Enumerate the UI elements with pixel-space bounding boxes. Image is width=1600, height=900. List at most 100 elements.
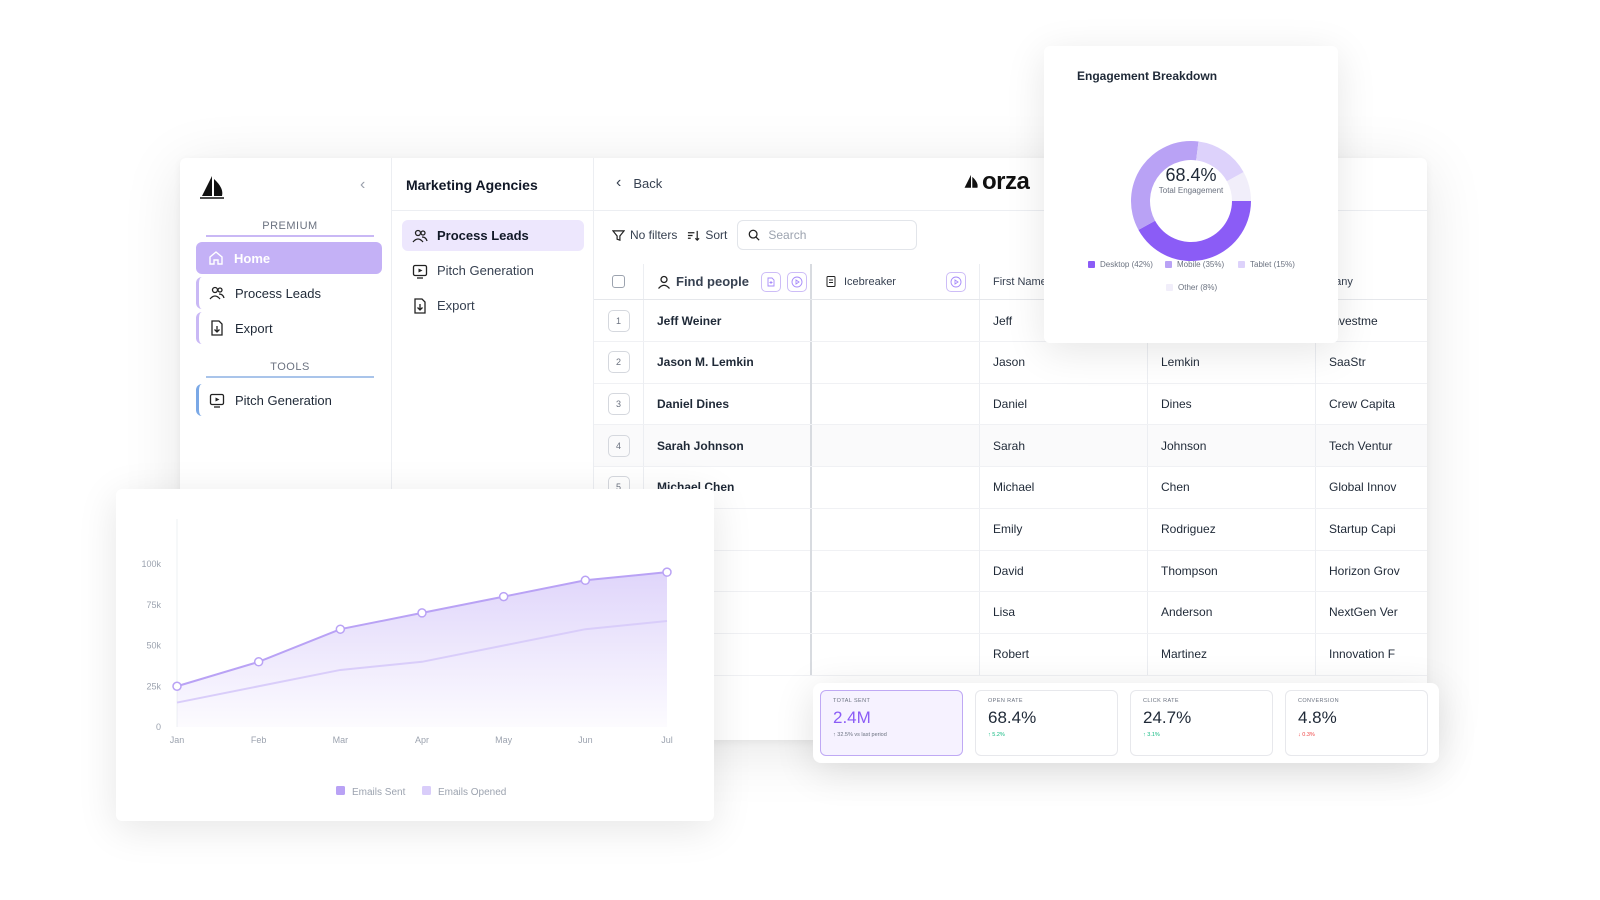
stat-card-total-sent[interactable]: TOTAL SENT 2.4M ↑ 32.5% vs last period xyxy=(820,690,963,756)
sort-label: Sort xyxy=(705,228,728,242)
last-name-cell[interactable]: Thompson xyxy=(1148,550,1316,592)
first-name-cell[interactable]: Sarah xyxy=(980,425,1148,467)
column-header-find-people[interactable]: Find people xyxy=(644,264,812,299)
stat-card-conversion[interactable]: CONVERSION 4.8% ↓ 0.3% xyxy=(1285,690,1428,756)
company-cell[interactable]: Startup Capi xyxy=(1316,509,1427,550)
company-cell[interactable]: NextGen Ver xyxy=(1316,592,1427,633)
icebreaker-cell[interactable] xyxy=(812,508,980,550)
icebreaker-cell[interactable] xyxy=(812,466,980,508)
icebreaker-cell[interactable] xyxy=(812,425,980,467)
company-cell[interactable]: Global Innov xyxy=(1316,467,1427,508)
sidebar-item-home[interactable]: Home xyxy=(196,242,382,274)
company-cell[interactable]: Horizon Grov xyxy=(1316,550,1427,591)
last-name-cell[interactable]: Martinez xyxy=(1148,633,1316,675)
sidebar-item-label: Process Leads xyxy=(235,285,321,301)
row-number-cell[interactable]: 4 xyxy=(594,425,644,467)
x-tick-label: May xyxy=(495,735,513,745)
emails-sent-point xyxy=(662,567,672,577)
table-row[interactable]: nezRobertMartinezInnovation F xyxy=(594,633,1427,676)
last-name-cell[interactable]: Lemkin xyxy=(1148,341,1316,383)
x-tick-label: Jun xyxy=(578,735,593,745)
first-name-cell[interactable]: Michael xyxy=(980,466,1148,508)
first-name-cell[interactable]: Lisa xyxy=(980,591,1148,633)
first-name-cell[interactable]: Emily xyxy=(980,508,1148,550)
last-name-cell[interactable]: Anderson xyxy=(1148,591,1316,633)
legend-swatch xyxy=(1166,284,1173,291)
last-name-cell-text: Lemkin xyxy=(1161,355,1200,370)
sidebar-item-export[interactable]: Export xyxy=(196,312,382,344)
filters-button[interactable]: No filters xyxy=(612,228,677,242)
company-cell-text: Crew Capita xyxy=(1329,396,1396,411)
person-name-cell[interactable]: Daniel Dines xyxy=(644,383,812,425)
collapse-sidebar-icon[interactable]: ‹ xyxy=(360,176,366,193)
first-name-cell-text: Jeff xyxy=(993,313,1013,328)
sidebar-item-pitch-generation[interactable]: Pitch Generation xyxy=(196,384,382,416)
person-name-cell[interactable]: Sarah Johnson xyxy=(644,425,812,467)
company-cell[interactable]: Investme xyxy=(1316,300,1427,341)
company-cell[interactable]: Innovation F xyxy=(1316,634,1427,675)
column-header-icebreaker[interactable]: Icebreaker xyxy=(812,264,980,299)
row-number-cell[interactable]: 1 xyxy=(594,300,644,341)
back-button[interactable]: ‹ Back xyxy=(616,174,662,192)
workspace-item-process-leads[interactable]: Process Leads xyxy=(402,220,584,251)
person-name-cell-text: Daniel Dines xyxy=(657,396,730,411)
icebreaker-cell[interactable] xyxy=(812,383,980,425)
icebreaker-cell[interactable] xyxy=(812,300,980,341)
add-file-icon[interactable] xyxy=(760,271,781,292)
last-name-cell[interactable]: Rodriguez xyxy=(1148,508,1316,550)
row-number-cell[interactable]: 3 xyxy=(594,383,644,425)
last-name-cell[interactable]: Dines xyxy=(1148,383,1316,425)
row-number-badge[interactable]: 2 xyxy=(607,351,630,374)
search-input[interactable]: Search xyxy=(737,220,918,250)
table-row[interactable]: psonDavidThompsonHorizon Grov xyxy=(594,550,1427,593)
first-name-cell[interactable]: David xyxy=(980,550,1148,592)
sidebar-item-process-leads[interactable]: Process Leads xyxy=(196,277,382,309)
icebreaker-cell[interactable] xyxy=(812,341,980,383)
table-row[interactable]: onLisaAndersonNextGen Ver xyxy=(594,591,1427,634)
table-row[interactable]: uezEmilyRodriguezStartup Capi xyxy=(594,508,1427,551)
first-name-cell[interactable]: Robert xyxy=(980,633,1148,675)
table-row[interactable]: 1 Jeff Weiner Jeff Investme xyxy=(594,300,1427,342)
play-circle-icon[interactable] xyxy=(945,271,966,292)
last-name-cell[interactable]: Johnson xyxy=(1148,425,1316,467)
workspace-item-export[interactable]: Export xyxy=(402,290,584,321)
company-cell[interactable]: Crew Capita xyxy=(1316,383,1427,424)
table-row[interactable]: 3 Daniel Dines Daniel Dines Crew Capita xyxy=(594,383,1427,426)
stat-card-click-rate[interactable]: CLICK RATE 24.7% ↑ 3.1% xyxy=(1130,690,1273,756)
y-tick-label: 0 xyxy=(156,722,161,732)
row-number-badge[interactable]: 3 xyxy=(607,392,630,415)
play-circle-icon[interactable] xyxy=(786,271,807,292)
legend-label: Mobile (35%) xyxy=(1177,260,1225,269)
icebreaker-cell[interactable] xyxy=(812,591,980,633)
stat-card-open-rate[interactable]: OPEN RATE 68.4% ↑ 5.2% xyxy=(975,690,1118,756)
person-name-cell[interactable]: Jason M. Lemkin xyxy=(644,341,812,383)
table-row[interactable]: 4 Sarah Johnson Sarah Johnson Tech Ventur xyxy=(594,425,1427,468)
company-cell[interactable]: Tech Ventur xyxy=(1316,425,1427,466)
sort-icon xyxy=(688,230,700,241)
icebreaker-cell[interactable] xyxy=(812,550,980,592)
table-row[interactable]: 5 Michael Chen Michael Chen Global Innov xyxy=(594,466,1427,509)
x-tick-label: Jul xyxy=(661,735,673,745)
company-cell[interactable]: SaaStr xyxy=(1316,342,1427,383)
legend-label: Emails Sent xyxy=(352,787,406,798)
stat-value: 24.7% xyxy=(1143,708,1192,727)
select-all-checkbox[interactable] xyxy=(612,275,625,288)
row-number-badge[interactable]: 4 xyxy=(607,434,630,457)
person-name-cell[interactable]: Jeff Weiner xyxy=(644,300,812,341)
company-cell-text: Innovation F xyxy=(1329,647,1396,662)
first-name-cell[interactable]: Daniel xyxy=(980,383,1148,425)
row-number-cell[interactable]: 2 xyxy=(594,341,644,383)
sail-logo-icon[interactable] xyxy=(198,174,226,200)
sort-button[interactable]: Sort xyxy=(687,228,727,242)
icebreaker-cell[interactable] xyxy=(812,633,980,675)
sidebar-item-label: Pitch Generation xyxy=(235,392,332,408)
workspace-item-pitch-generation[interactable]: Pitch Generation xyxy=(402,255,584,286)
company-cell-text: SaaStr xyxy=(1329,355,1366,370)
first-name-cell[interactable]: Jason xyxy=(980,341,1148,383)
users-icon xyxy=(412,229,428,242)
emails-sent-point xyxy=(580,575,591,586)
table-row[interactable]: 2 Jason M. Lemkin Jason Lemkin SaaStr xyxy=(594,341,1427,384)
first-name-cell-text: Emily xyxy=(993,522,1023,536)
row-number-badge[interactable]: 1 xyxy=(607,309,630,332)
last-name-cell[interactable]: Chen xyxy=(1148,466,1316,508)
